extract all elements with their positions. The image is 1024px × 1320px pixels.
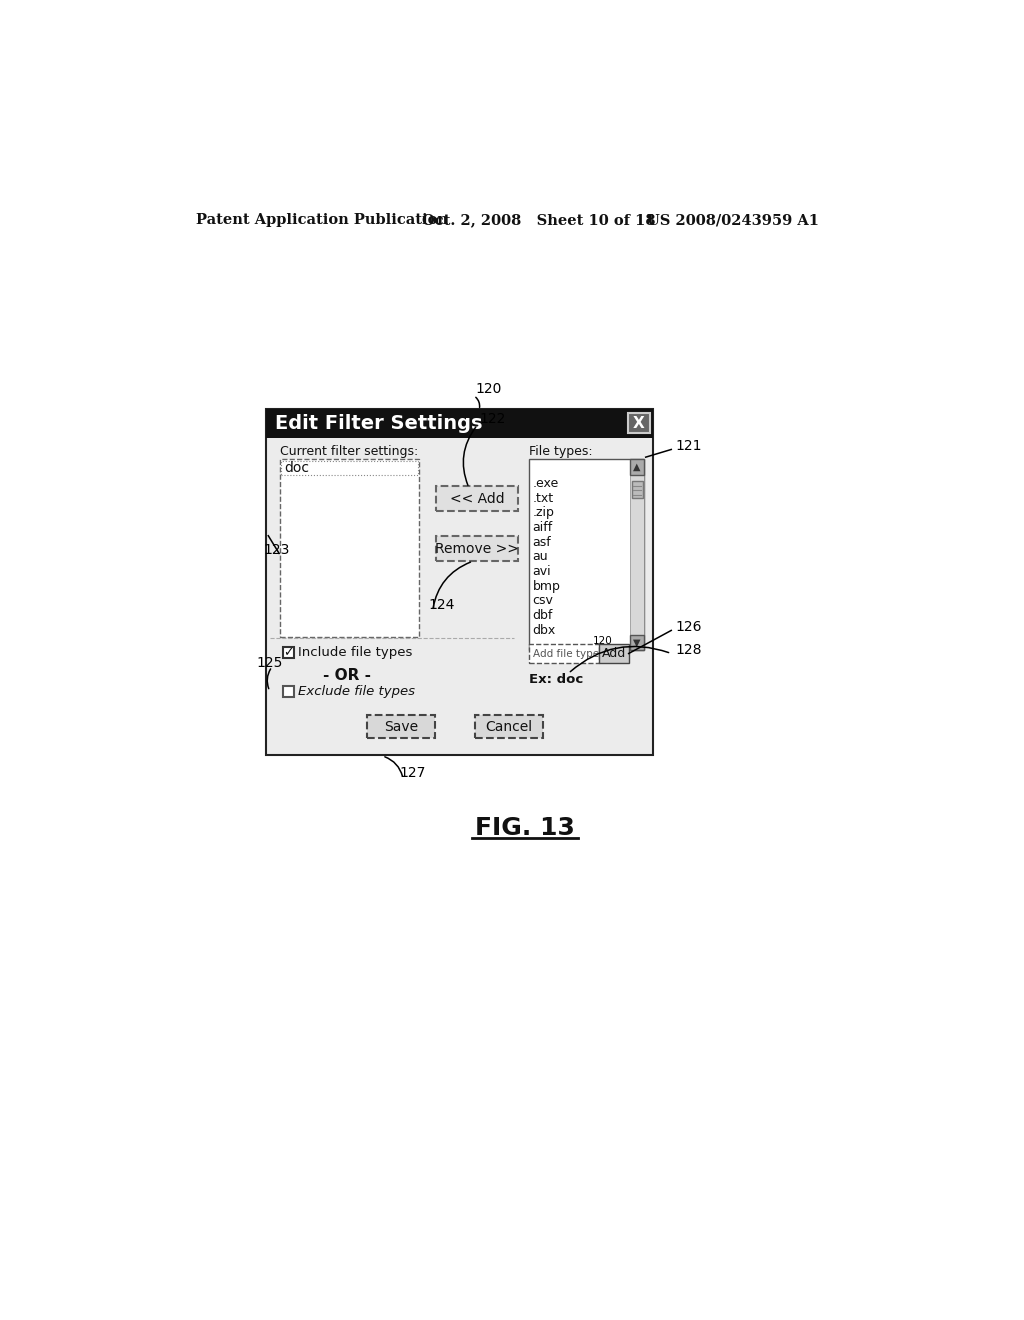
Text: - OR -: - OR - xyxy=(324,668,372,682)
Text: .exe: .exe xyxy=(532,478,559,490)
Text: Oct. 2, 2008   Sheet 10 of 18: Oct. 2, 2008 Sheet 10 of 18 xyxy=(423,213,656,227)
Bar xyxy=(630,459,644,475)
Text: Add file type: Add file type xyxy=(534,648,599,659)
Text: bmp: bmp xyxy=(532,579,560,593)
Text: au: au xyxy=(532,550,548,564)
Bar xyxy=(630,459,644,651)
Bar xyxy=(599,644,629,663)
Text: 125: 125 xyxy=(257,656,283,669)
Bar xyxy=(283,686,294,697)
Text: Remove >>: Remove >> xyxy=(435,541,519,556)
Text: avi: avi xyxy=(532,565,551,578)
Bar xyxy=(266,409,653,438)
Text: Patent Application Publication: Patent Application Publication xyxy=(197,213,449,227)
Text: 126: 126 xyxy=(675,619,701,634)
Bar xyxy=(529,644,599,663)
Text: US 2008/0243959 A1: US 2008/0243959 A1 xyxy=(647,213,819,227)
Text: FIG. 13: FIG. 13 xyxy=(475,816,574,841)
Text: 122: 122 xyxy=(479,412,506,425)
Text: 124: 124 xyxy=(429,598,455,612)
Bar xyxy=(266,409,653,755)
Text: File types:: File types: xyxy=(529,445,593,458)
Text: 123: 123 xyxy=(263,543,290,557)
Bar xyxy=(436,487,518,511)
Text: Add: Add xyxy=(602,647,626,660)
Bar xyxy=(280,459,420,636)
Text: 128: 128 xyxy=(675,643,701,656)
Text: Ex: doc: Ex: doc xyxy=(529,673,584,686)
Bar xyxy=(436,536,518,561)
Text: ▲: ▲ xyxy=(634,462,641,473)
Text: ▼: ▼ xyxy=(634,638,641,648)
Bar xyxy=(628,413,649,433)
Text: doc: doc xyxy=(284,461,309,475)
Text: Edit Filter Settings: Edit Filter Settings xyxy=(275,413,482,433)
Text: 120: 120 xyxy=(475,383,502,396)
Text: X: X xyxy=(633,416,644,430)
Text: Include file types: Include file types xyxy=(299,647,413,659)
Text: Cancel: Cancel xyxy=(485,719,532,734)
Bar xyxy=(529,459,644,651)
Text: 121: 121 xyxy=(675,438,701,453)
Text: Current filter settings:: Current filter settings: xyxy=(280,445,418,458)
Text: dbf: dbf xyxy=(532,609,553,622)
Text: csv: csv xyxy=(532,594,553,607)
Text: 120: 120 xyxy=(593,636,612,647)
Text: .zip: .zip xyxy=(532,507,554,520)
Bar xyxy=(367,715,435,738)
Text: .txt: .txt xyxy=(532,492,554,504)
Text: dbx: dbx xyxy=(532,623,556,636)
Text: ✓: ✓ xyxy=(284,647,294,659)
Text: << Add: << Add xyxy=(450,492,505,506)
Bar xyxy=(630,635,644,651)
Text: aiff: aiff xyxy=(532,521,553,535)
Bar xyxy=(475,715,544,738)
Text: Save: Save xyxy=(384,719,418,734)
Bar xyxy=(632,480,643,498)
Text: asf: asf xyxy=(532,536,551,549)
Text: 127: 127 xyxy=(399,766,426,780)
Bar xyxy=(282,461,418,475)
Bar xyxy=(283,647,294,659)
Text: Exclude file types: Exclude file types xyxy=(299,685,416,698)
